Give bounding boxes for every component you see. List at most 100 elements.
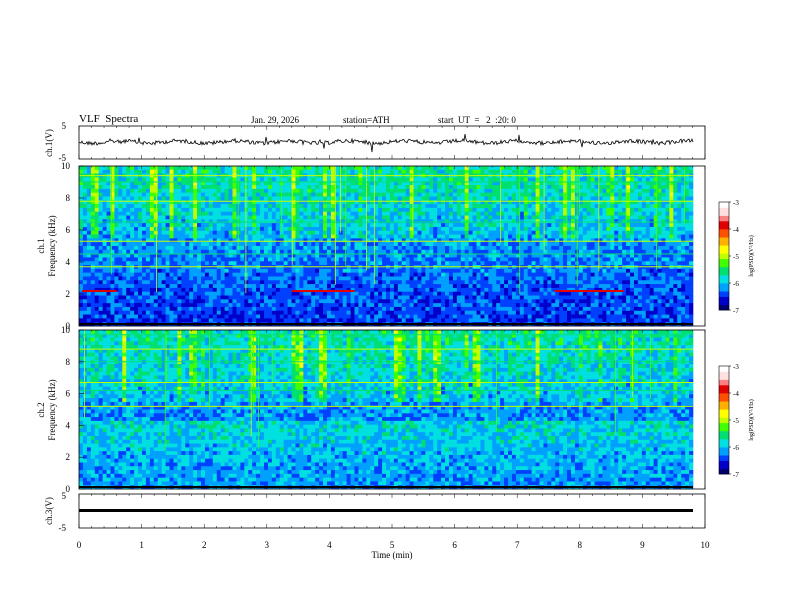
spectrogram-cell [515,196,521,201]
spectrogram-cell [386,257,391,262]
spectrogram-cell [138,261,143,266]
spectrogram-cell [417,196,422,201]
spectrogram-cell [405,234,410,239]
spectrogram-cell [220,223,225,228]
spectrogram-cell [287,257,292,262]
spectrogram-cell [315,188,320,193]
spectrogram-cell [263,166,269,171]
spectrogram-cell [141,249,147,254]
spectrogram-cell [669,234,674,239]
spectrogram-cell [122,242,127,247]
spectrogram-cell [535,253,540,258]
spectrogram-cell [102,272,107,277]
spectrogram-cell [649,200,654,205]
spectrogram-cell [496,234,501,239]
spectrogram-cell [208,166,214,171]
spectrogram-cell [468,226,473,232]
spectrogram-cell [315,185,320,190]
spectrogram-cell [267,276,273,281]
spectrogram-cell [228,272,233,277]
spectrogram-cell [476,257,481,262]
spectrogram-cell [598,185,603,190]
spectrogram-cell [590,234,595,239]
spectrogram-cell [515,169,521,174]
spectrogram-cell [681,185,686,190]
spectrogram-cell [319,181,324,186]
spectrogram-cell [641,261,647,266]
spectrogram-cell [208,223,214,228]
spectrogram-cell [578,249,584,254]
spectrogram-cell [425,196,430,201]
spectrogram-cell [138,272,143,277]
spectrogram-cell [177,230,182,235]
spectrogram-cell [488,196,493,201]
spectrogram-cell [169,242,174,247]
spectrogram-cell [149,249,155,254]
spectrogram-cell [661,219,666,224]
spectrogram-cell [145,276,151,281]
spectrogram-cell [204,234,210,239]
spectrogram-cell [303,166,308,171]
spectrogram-cell [429,242,434,247]
spectrogram-cell [606,211,611,216]
spectrogram-cell [606,200,611,205]
spectrogram-cell [157,238,162,243]
spectrogram-cell [342,238,347,243]
spectrogram-cell [283,230,288,235]
spectrogram-cell [586,249,591,254]
spectrogram-cell [543,215,548,220]
spectrogram-cell [484,261,489,266]
spectrogram-cell [582,169,588,174]
spectrogram-cell [551,169,556,174]
spectrogram-cell [397,246,403,251]
spectrogram-cell [193,268,198,273]
spectrogram-cell [539,234,544,239]
spectrogram-cell [90,272,96,277]
spectrogram-cell [378,188,383,193]
spectrogram-cell [260,207,265,213]
spectrogram-cell [586,166,591,171]
spectrogram-cell [378,253,383,258]
spectrogram-cell [240,207,245,213]
spectrogram-cell [476,280,481,285]
spectrogram-cell [358,226,363,232]
spectrogram-cell [114,242,119,247]
spectrogram-cell [460,196,466,201]
spectrogram-cell [602,223,607,228]
spectrogram-cell [201,169,206,174]
spectrogram-cell [102,257,107,262]
spectrogram-cell [216,249,221,254]
spectrogram-cell [504,188,509,193]
spectrogram-cell [275,242,281,247]
spectrogram-cell [590,215,595,220]
spectrogram-cell [130,223,135,228]
spectrogram-cell [677,166,682,171]
spectrogram-cell [653,276,658,281]
spectrogram-cell [326,177,332,182]
spectrogram-cell [441,246,446,251]
spectrogram-cell [535,196,540,201]
spectrogram-cell [689,207,694,213]
spectrogram-cell [342,185,347,190]
spectrogram-cell [598,230,603,235]
spectrogram-cell [504,280,509,285]
spectrogram-cell [287,204,292,209]
spectrogram-cell [401,276,406,281]
spectrogram-cell [429,200,434,205]
spectrogram-cell [82,211,88,216]
spectrogram-cell [393,192,399,197]
spectrogram-cell [122,223,127,228]
spectrogram-cell [409,192,414,197]
spectrogram-cell [382,200,387,205]
spectrogram-cell [618,257,623,262]
spectrogram-cell [122,238,127,243]
spectrogram-cell [610,249,615,254]
spectrogram-cell [539,177,544,182]
spectrogram-cell [637,181,643,186]
spectrogram-cell [508,272,513,277]
spectrogram-cell [606,268,611,273]
spectrogram-cell [673,200,678,205]
spectrogram-cell [539,200,544,205]
spectrogram-cell [358,261,363,266]
spectrogram-cell [94,268,99,273]
